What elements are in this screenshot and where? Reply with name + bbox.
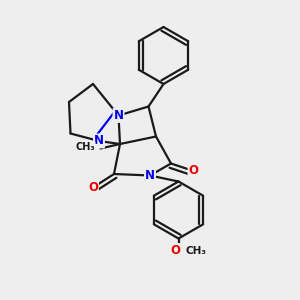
- Text: CH₃: CH₃: [185, 245, 206, 256]
- Text: CH₃: CH₃: [75, 142, 95, 152]
- Text: N: N: [113, 109, 124, 122]
- Text: O: O: [88, 181, 98, 194]
- Text: N: N: [145, 169, 155, 182]
- Text: N: N: [94, 134, 104, 148]
- Text: O: O: [170, 244, 181, 257]
- Text: O: O: [188, 164, 199, 178]
